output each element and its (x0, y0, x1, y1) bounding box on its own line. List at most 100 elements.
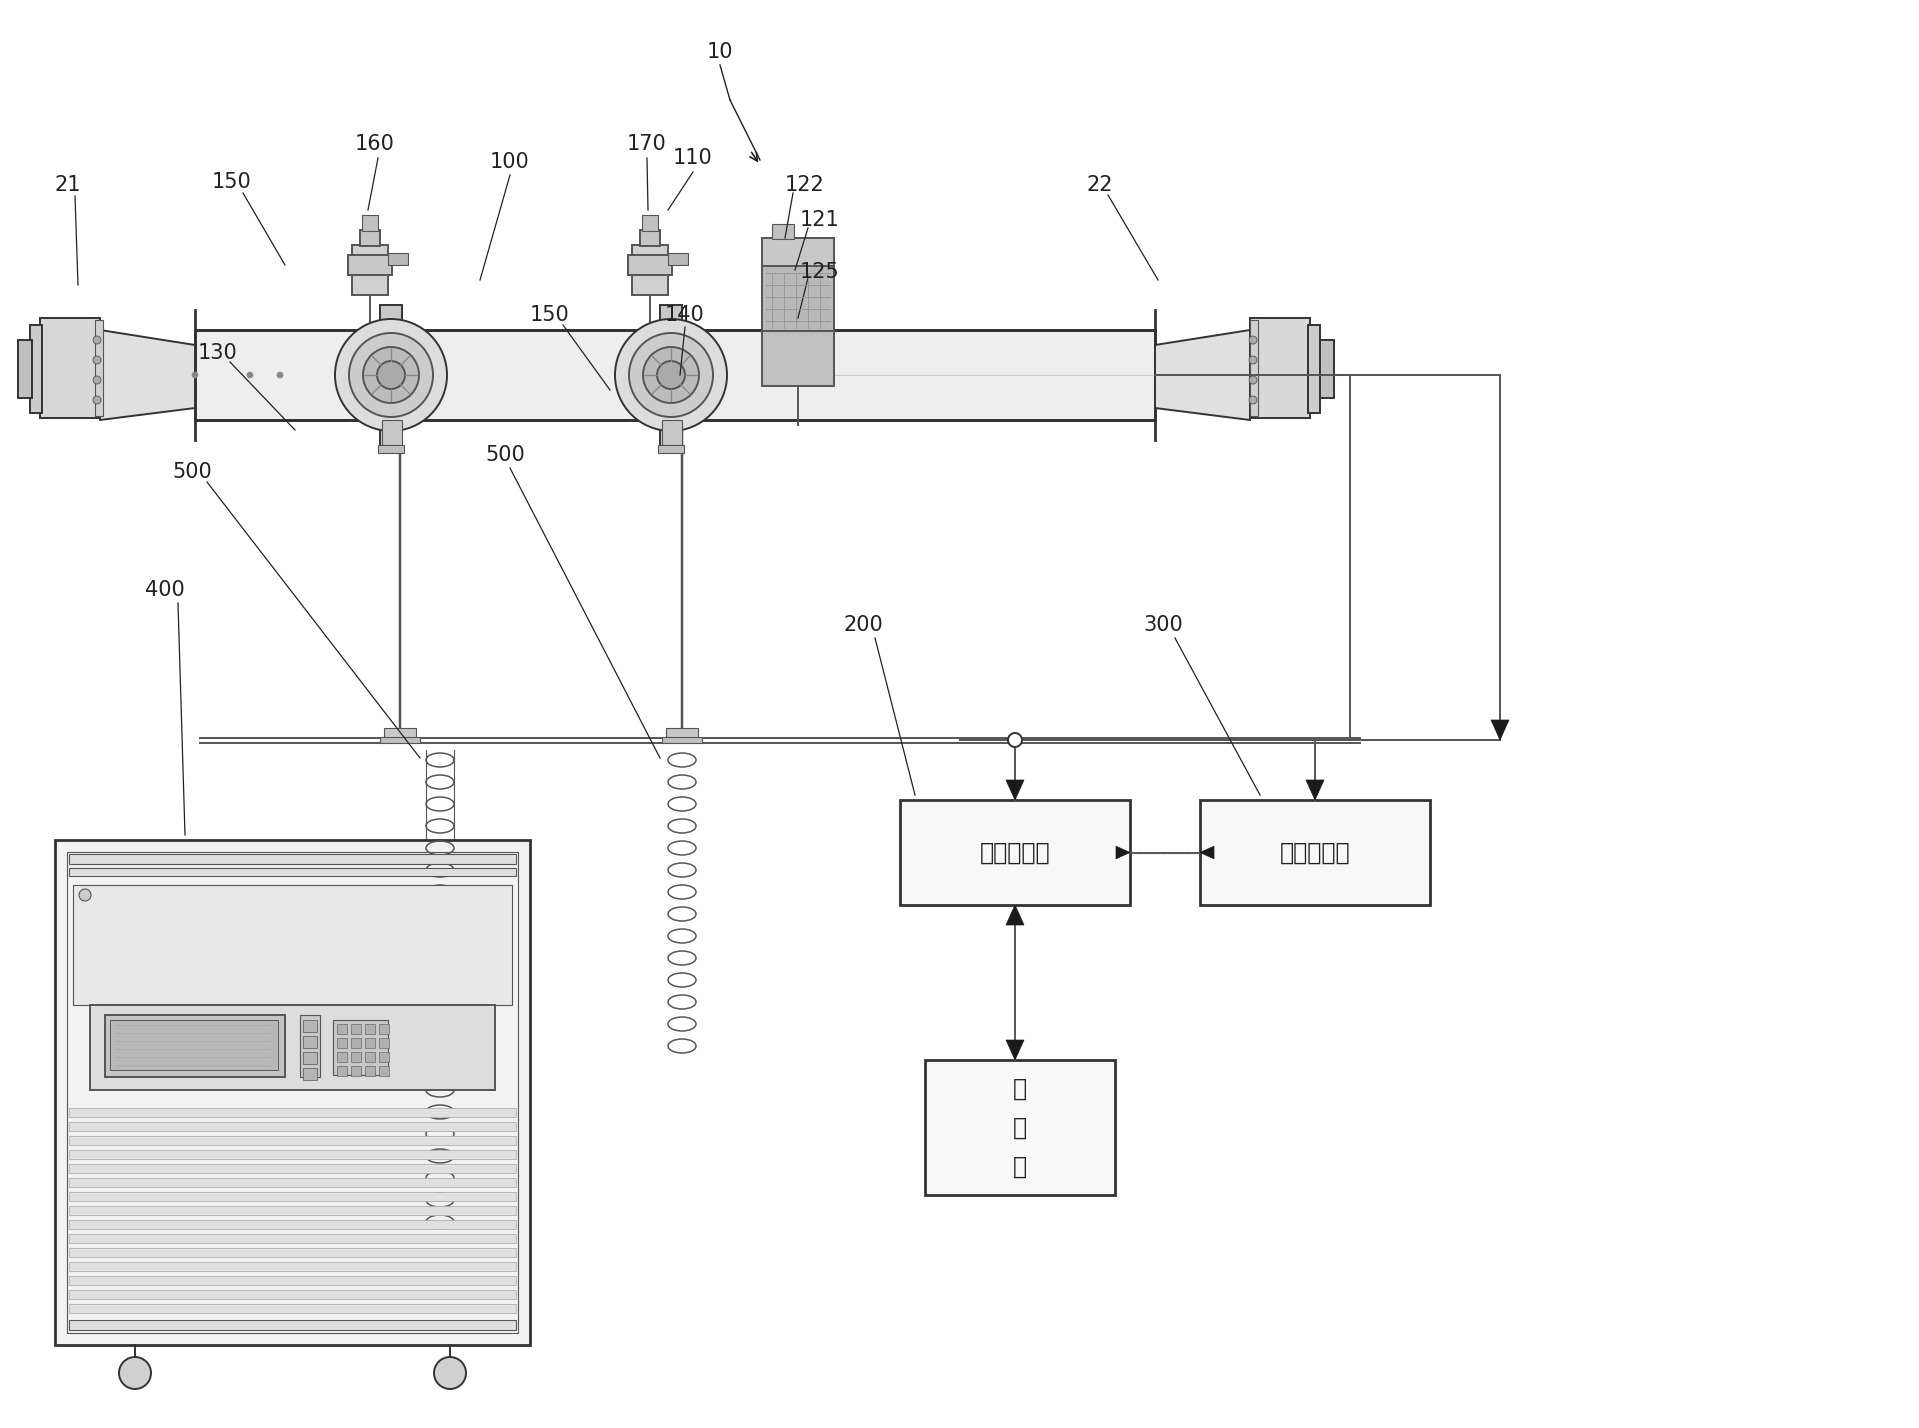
Bar (338, 1038, 347, 1048)
Bar (382, 420, 401, 446)
Circle shape (119, 1357, 152, 1389)
Bar (196, 330, 1155, 420)
Bar (334, 1020, 388, 1075)
Bar (303, 1068, 317, 1080)
Polygon shape (100, 330, 196, 420)
Bar (925, 1060, 1115, 1195)
Circle shape (1007, 733, 1023, 747)
Bar (365, 1024, 374, 1034)
Circle shape (92, 376, 102, 384)
Circle shape (92, 356, 102, 364)
Text: 500: 500 (173, 463, 211, 483)
Bar (303, 1020, 317, 1032)
Circle shape (1249, 396, 1257, 404)
Bar (351, 246, 388, 296)
Bar (69, 1319, 516, 1329)
Bar (69, 1150, 516, 1160)
Bar (69, 1207, 516, 1215)
Circle shape (614, 318, 727, 431)
Text: 气体分析仪: 气体分析仪 (1280, 841, 1351, 864)
Bar (338, 1065, 347, 1077)
Bar (31, 326, 42, 413)
Bar (378, 1052, 390, 1062)
Bar (662, 420, 681, 446)
Polygon shape (1006, 1040, 1025, 1060)
Bar (363, 216, 378, 231)
Bar (303, 1052, 317, 1064)
Circle shape (629, 333, 714, 417)
Text: 125: 125 (800, 261, 841, 281)
Polygon shape (1491, 720, 1508, 740)
Circle shape (434, 1357, 466, 1389)
Bar (1199, 800, 1430, 905)
Circle shape (376, 361, 405, 388)
Bar (762, 238, 835, 266)
Bar (380, 306, 401, 453)
Polygon shape (1199, 847, 1215, 858)
Bar (380, 737, 420, 743)
Text: 170: 170 (628, 134, 668, 154)
Bar (365, 1065, 374, 1077)
Text: 150: 150 (213, 171, 251, 191)
Bar (762, 266, 835, 331)
Text: 10: 10 (706, 41, 733, 61)
Bar (643, 216, 658, 231)
Text: 140: 140 (666, 306, 704, 326)
Polygon shape (1117, 847, 1130, 858)
Text: 110: 110 (674, 149, 712, 169)
Bar (378, 1065, 390, 1077)
Bar (17, 340, 33, 398)
Bar (361, 230, 380, 246)
Polygon shape (1307, 780, 1324, 800)
Text: 150: 150 (530, 306, 570, 326)
Circle shape (248, 373, 253, 378)
Bar (365, 1038, 374, 1048)
Bar (351, 1038, 361, 1048)
Circle shape (1249, 356, 1257, 364)
Bar (388, 253, 409, 266)
Text: 300: 300 (1144, 615, 1182, 635)
Bar (771, 224, 794, 238)
Bar (303, 1035, 317, 1048)
Bar (365, 1052, 374, 1062)
Circle shape (92, 396, 102, 404)
Circle shape (1249, 336, 1257, 344)
Bar (378, 446, 405, 453)
Circle shape (643, 347, 699, 403)
Bar (40, 318, 100, 418)
Bar (69, 1178, 516, 1187)
Circle shape (92, 336, 102, 344)
Bar (1320, 340, 1334, 398)
Bar (378, 1038, 390, 1048)
Bar (900, 800, 1130, 905)
Bar (69, 1192, 516, 1201)
Circle shape (349, 333, 434, 417)
Polygon shape (1006, 905, 1025, 925)
Circle shape (336, 318, 447, 431)
Bar (351, 1052, 361, 1062)
Bar (658, 446, 683, 453)
Text: 200: 200 (842, 615, 883, 635)
Text: 500: 500 (486, 446, 526, 466)
Circle shape (79, 890, 90, 901)
Text: 400: 400 (146, 580, 184, 600)
Bar (338, 1052, 347, 1062)
Bar (69, 1108, 516, 1117)
Bar (347, 256, 391, 276)
Bar (69, 1122, 516, 1131)
Bar (96, 320, 104, 416)
Circle shape (276, 373, 282, 378)
Bar (351, 1024, 361, 1034)
Circle shape (1249, 376, 1257, 384)
Bar (666, 728, 699, 738)
Text: 130: 130 (198, 343, 238, 363)
Bar (378, 1024, 390, 1034)
Text: 160: 160 (355, 134, 395, 154)
Circle shape (656, 361, 685, 388)
Text: 22: 22 (1086, 176, 1113, 196)
Bar (299, 1015, 320, 1077)
Bar (668, 253, 689, 266)
Text: 纯
气
体: 纯 气 体 (1013, 1077, 1027, 1178)
Text: 气体注样仪: 气体注样仪 (981, 841, 1050, 864)
Bar (69, 1262, 516, 1271)
